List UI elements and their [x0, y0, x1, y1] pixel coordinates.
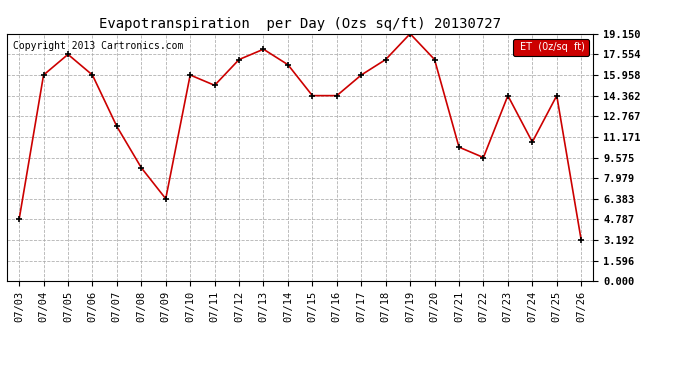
Text: Copyright 2013 Cartronics.com: Copyright 2013 Cartronics.com — [13, 41, 183, 51]
Title: Evapotranspiration  per Day (Ozs sq/ft) 20130727: Evapotranspiration per Day (Ozs sq/ft) 2… — [99, 17, 501, 31]
Legend: ET  (0z/sq  ft): ET (0z/sq ft) — [513, 39, 589, 56]
